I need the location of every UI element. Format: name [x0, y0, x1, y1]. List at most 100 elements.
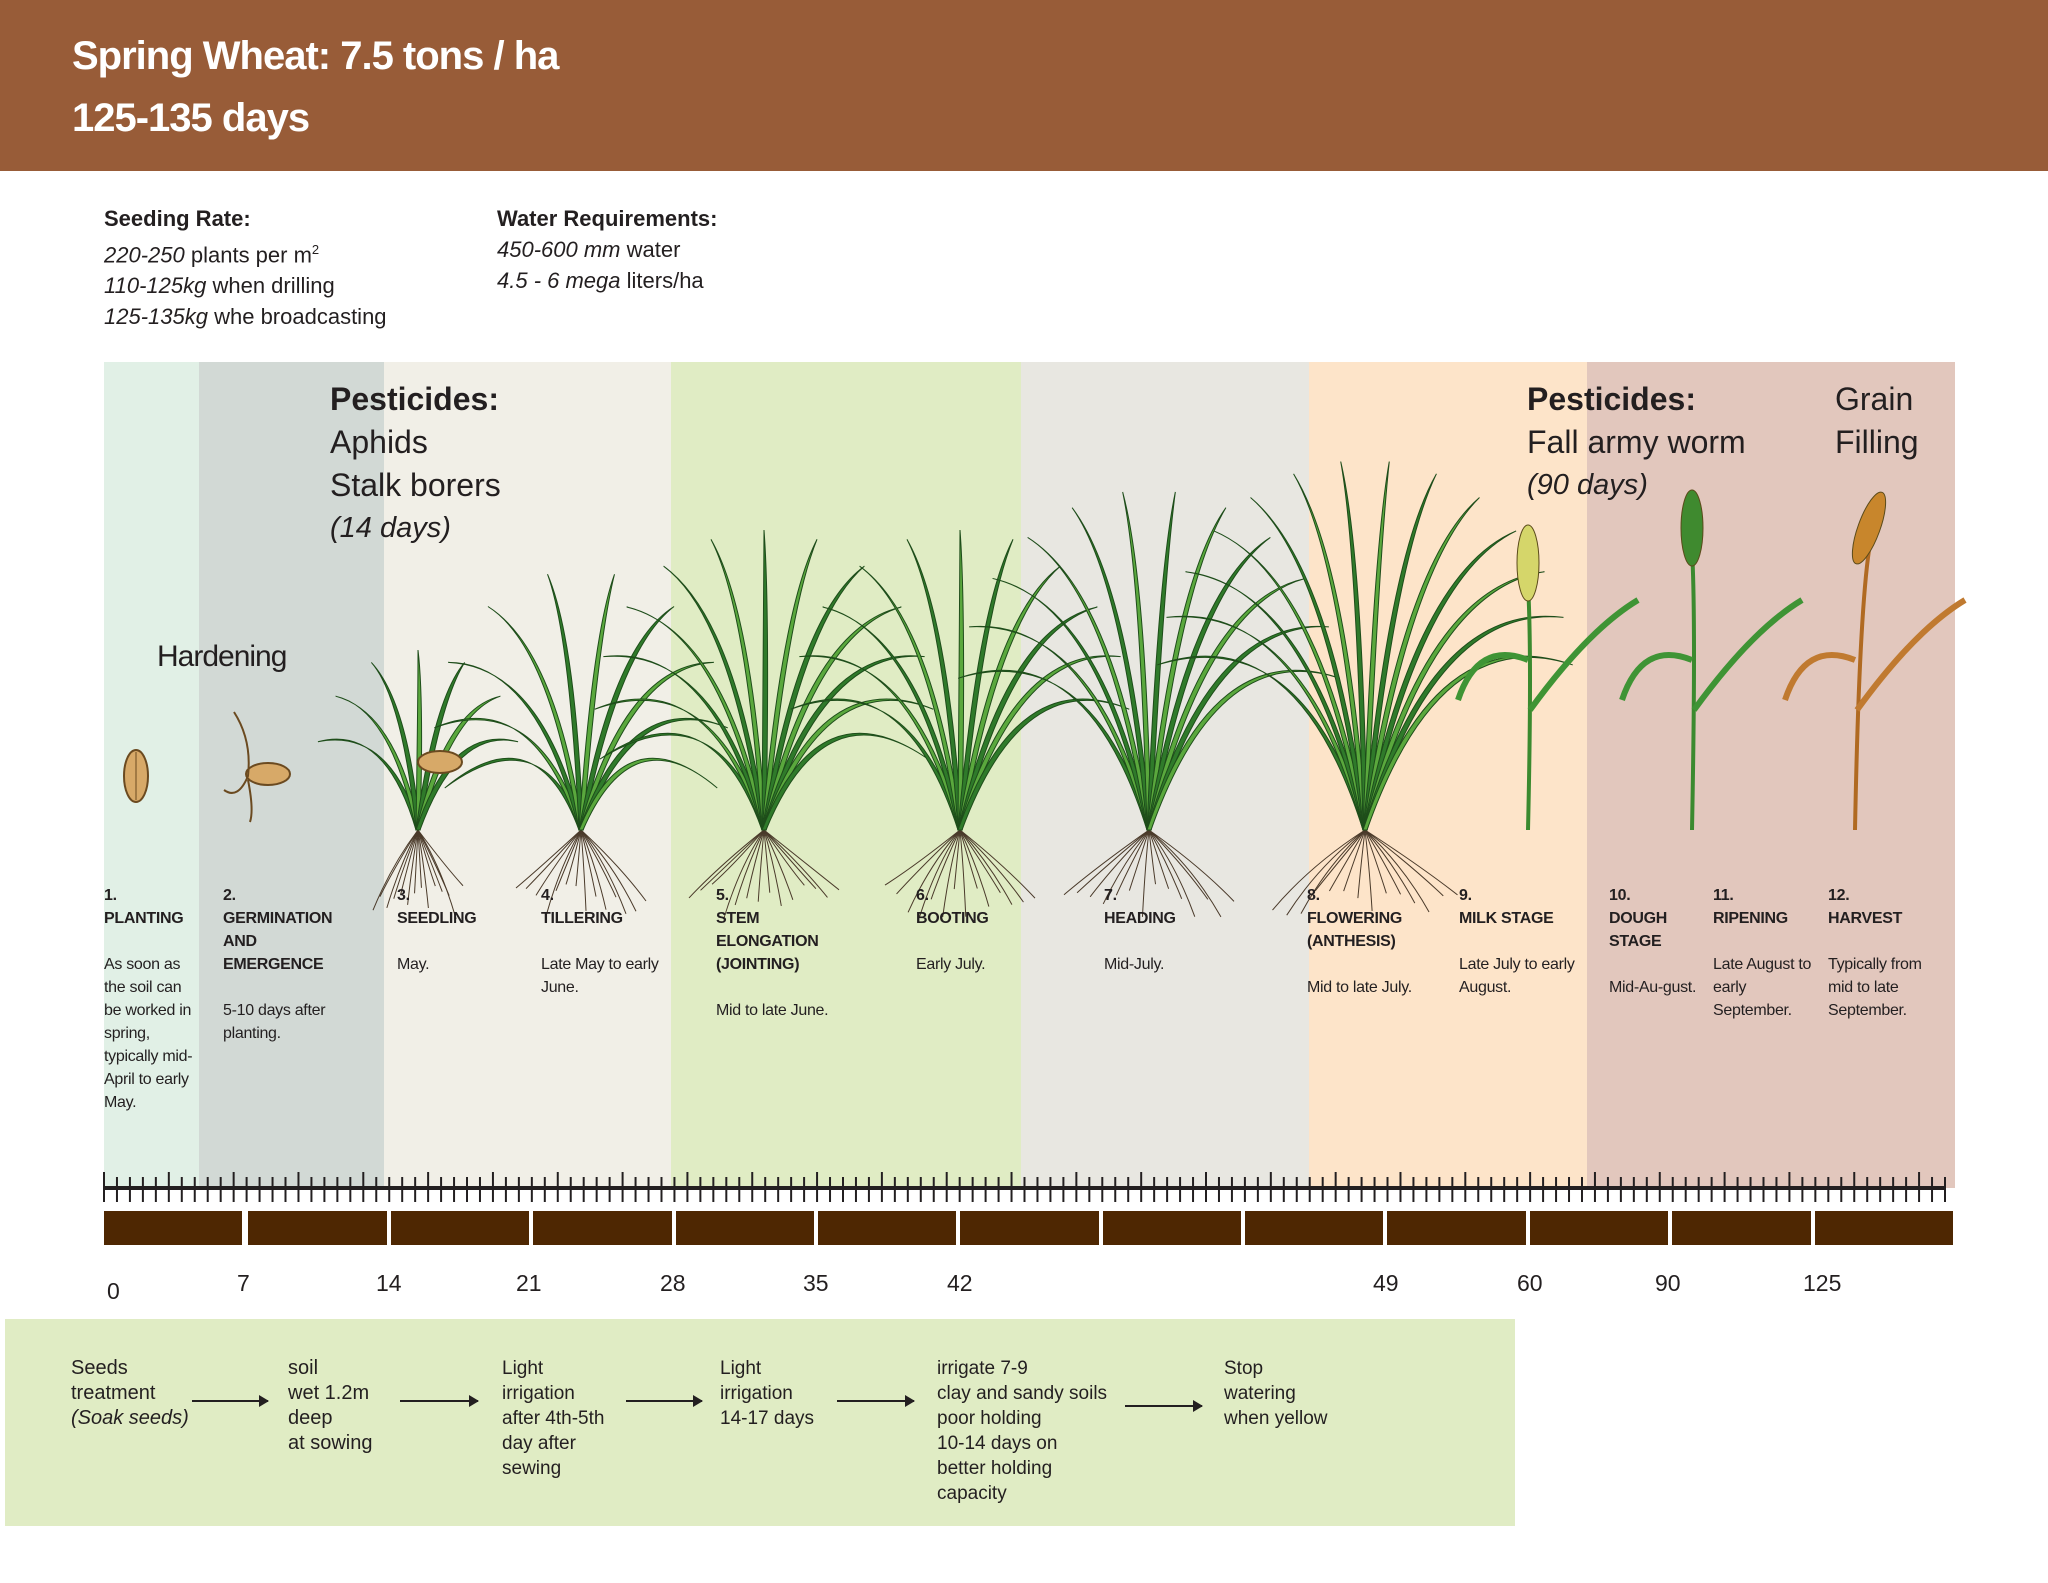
milk-stage-ear-icon	[1458, 525, 1638, 830]
stage-12: 12. HARVEST Typically from mid to late Sep…	[1828, 884, 1948, 1022]
stage-number: 6.	[916, 884, 1066, 907]
stage-3: 3. SEEDLING May.	[397, 884, 527, 976]
stage-6: 6. BOOTING Early July.	[916, 884, 1066, 976]
stage-name: ELONGATION	[716, 930, 886, 953]
watering-step: Seeds treatment (Soak seeds)	[71, 1356, 189, 1431]
stage-date: Early July.	[916, 953, 1066, 976]
day-label: 42	[947, 1270, 973, 1297]
day-label: 7	[237, 1270, 250, 1297]
stage-date: Mid-July.	[1104, 953, 1274, 976]
stage-name: STEM	[716, 907, 886, 930]
stage-name: GERMINATION	[223, 907, 373, 930]
stage-8: 8. FLOWERING (ANTHESIS) Mid to late July.	[1307, 884, 1447, 999]
watering-step-line: wet 1.2m	[288, 1381, 373, 1406]
stage-date: May.	[397, 953, 527, 976]
stage-date: As soon as the soil can be worked in spr…	[104, 953, 199, 1114]
stage-number: 7.	[1104, 884, 1274, 907]
stage-number: 2.	[223, 884, 373, 907]
watering-step-line: watering	[1224, 1381, 1328, 1406]
watering-step: soil wet 1.2m deep at sowing	[288, 1356, 373, 1456]
stage-2: 2. GERMINATION AND EMERGENCE 5-10 days after…	[223, 884, 373, 1045]
timeline-block	[533, 1211, 671, 1245]
watering-step-line: better holding	[937, 1456, 1107, 1481]
day-label: 28	[660, 1270, 686, 1297]
stage-number: 8.	[1307, 884, 1447, 907]
day-label: 14	[376, 1270, 402, 1297]
stage-number: 9.	[1459, 884, 1599, 907]
stage-7: 7. HEADING Mid-July.	[1104, 884, 1274, 976]
watering-step-note: (Soak seeds)	[71, 1406, 189, 1431]
stage-date: Mid to late June.	[716, 999, 886, 1022]
watering-step: Stop watering when yellow	[1224, 1356, 1328, 1431]
watering-step-line: irrigation	[720, 1381, 814, 1406]
arrow-right-icon	[400, 1400, 478, 1402]
watering-step-line: clay and sandy soils	[937, 1381, 1107, 1406]
watering-step-line: day after	[502, 1431, 604, 1456]
heading-plant-icon	[958, 492, 1340, 917]
watering-step-line: capacity	[937, 1481, 1107, 1506]
watering-step-line: treatment	[71, 1381, 189, 1406]
stage-5: 5. STEM ELONGATION (JOINTING) Mid to late Ju…	[716, 884, 886, 1022]
stage-name: TILLERING	[541, 907, 691, 930]
day-label: 90	[1655, 1270, 1681, 1297]
stage-date: Late August to early September.	[1713, 953, 1823, 1022]
timeline-block	[960, 1211, 1098, 1245]
arrow-right-icon	[626, 1400, 702, 1402]
timeline-ruler	[0, 1160, 2048, 1210]
stage-number: 4.	[541, 884, 691, 907]
stage-number: 12.	[1828, 884, 1948, 907]
stage-10: 10. DOUGH STAGE Mid-Au-gust.	[1609, 884, 1709, 999]
stage-name: DOUGH	[1609, 907, 1709, 930]
timeline-block	[248, 1211, 386, 1245]
timeline-block	[1245, 1211, 1383, 1245]
day-label: 21	[516, 1270, 542, 1297]
timeline-block	[1387, 1211, 1525, 1245]
timeline-block	[1103, 1211, 1241, 1245]
arrow-right-icon	[192, 1400, 268, 1402]
watering-step-line: after 4th-5th	[502, 1406, 604, 1431]
stage-name: HEADING	[1104, 907, 1274, 930]
timeline-block	[1815, 1211, 1953, 1245]
stage-name: PLANTING	[104, 907, 199, 930]
stage-number: 1.	[104, 884, 199, 907]
watering-step-line: Seeds	[71, 1356, 189, 1381]
watering-step-line: irrigate 7-9	[937, 1356, 1107, 1381]
arrow-right-icon	[1125, 1405, 1202, 1407]
watering-step-line: 14-17 days	[720, 1406, 814, 1431]
stage-date: 5-10 days after planting.	[223, 999, 373, 1045]
timeline-block	[391, 1211, 529, 1245]
watering-step-line: when yellow	[1224, 1406, 1328, 1431]
watering-step-line: Light	[502, 1356, 604, 1381]
timeline-block	[818, 1211, 956, 1245]
germinating-seed-icon	[224, 712, 290, 822]
stage-name: FLOWERING	[1307, 907, 1447, 930]
timeline-block	[676, 1211, 814, 1245]
watering-step-line: irrigation	[502, 1381, 604, 1406]
watering-step-line: Light	[720, 1356, 814, 1381]
stage-number: 5.	[716, 884, 886, 907]
stage-name: (ANTHESIS)	[1307, 930, 1447, 953]
stage-11: 11. RIPENING Late August to early Septembe…	[1713, 884, 1823, 1022]
watering-step-line: deep	[288, 1406, 373, 1431]
stage-name: AND	[223, 930, 373, 953]
day-label: 125	[1803, 1270, 1841, 1297]
stage-date: Mid-Au-gust.	[1609, 976, 1709, 999]
dough-stage-ear-icon	[1622, 490, 1802, 830]
booting-plant-icon	[791, 530, 1129, 917]
day-label: 60	[1517, 1270, 1543, 1297]
timeline-block	[1672, 1211, 1810, 1245]
watering-step-line: sewing	[502, 1456, 604, 1481]
stage-date: Mid to late July.	[1307, 976, 1447, 999]
stage-1: 1. PLANTING As soon as the soil can be wor…	[104, 884, 199, 1114]
day-label: 35	[803, 1270, 829, 1297]
ripe-ear-icon	[1785, 489, 1965, 830]
stage-4: 4. TILLERING Late May to early June.	[541, 884, 691, 999]
stage-name: HARVEST	[1828, 907, 1948, 930]
timeline-block	[1530, 1211, 1668, 1245]
stage-date: Late May to early June.	[541, 953, 691, 999]
watering-step-line: 10-14 days on	[937, 1431, 1107, 1456]
watering-step-line: poor holding	[937, 1406, 1107, 1431]
stage-date: Late July to early August.	[1459, 953, 1599, 999]
watering-step-line: soil	[288, 1356, 373, 1381]
stage-name: EMERGENCE	[223, 953, 373, 976]
